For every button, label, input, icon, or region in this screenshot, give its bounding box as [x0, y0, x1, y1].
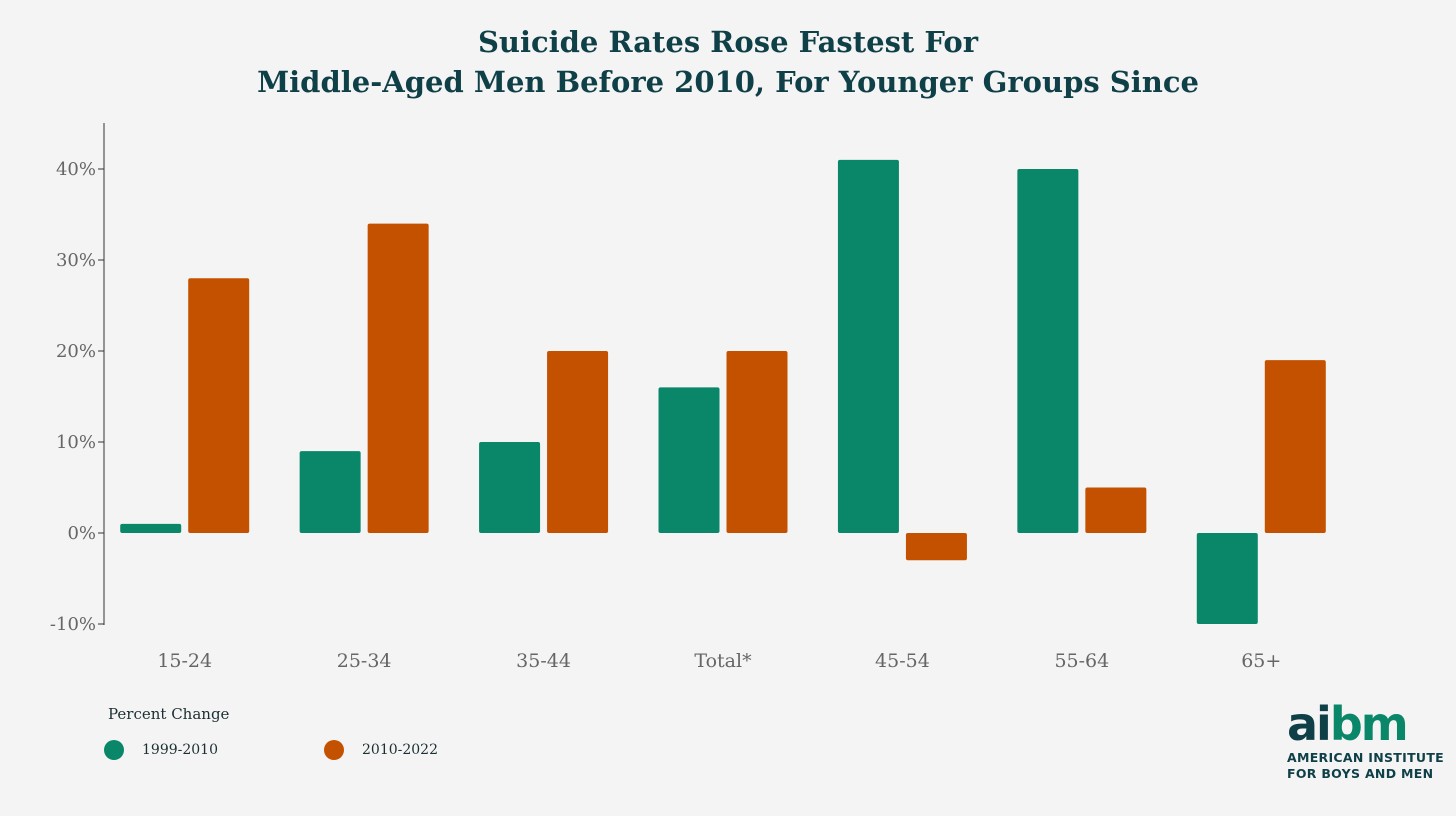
legend-title: Percent Change — [108, 705, 230, 723]
legend-item-1999-2010: 1999-2010 — [104, 738, 218, 762]
legend-label-2010-2022: 2010-2022 — [362, 742, 438, 758]
chart-title-line-2: Middle-Aged Men Before 2010, For Younger… — [257, 65, 1199, 99]
logo-org-line-2: FOR BOYS AND MEN — [1287, 766, 1434, 781]
bar-2010-2022-Total* — [726, 351, 788, 533]
bar-1999-2010-45-54 — [837, 159, 899, 533]
chart-title: Suicide Rates Rose Fastest For Middle-Ag… — [0, 22, 1456, 102]
bar-1999-2010-65+ — [1196, 533, 1258, 624]
x-tick-label: 25-34 — [337, 650, 392, 672]
y-tick-label: 10% — [56, 432, 96, 453]
logo-org-name: AMERICAN INSTITUTE FOR BOYS AND MEN — [1287, 750, 1452, 782]
y-tick-label: 30% — [56, 250, 96, 271]
y-tick-label: 40% — [56, 159, 96, 180]
y-tick-label: 20% — [56, 341, 96, 362]
bar-1999-2010-Total* — [658, 387, 720, 533]
aibm-logo: aibm AMERICAN INSTITUTE FOR BOYS AND MEN — [1287, 700, 1452, 782]
bar-2010-2022-45-54 — [905, 533, 967, 561]
x-tick-label: 15-24 — [157, 650, 212, 672]
chart-title-line-1: Suicide Rates Rose Fastest For — [477, 25, 979, 59]
bar-1999-2010-55-64 — [1017, 169, 1079, 533]
x-tick-label: Total* — [694, 650, 752, 672]
y-tick-label: 0% — [67, 523, 96, 544]
y-tick-label: -10% — [50, 614, 96, 635]
x-tick-label: 55-64 — [1054, 650, 1109, 672]
legend-swatch-2010-2022 — [324, 740, 344, 760]
bar-2010-2022-65+ — [1264, 360, 1326, 533]
bar-2010-2022-25-34 — [367, 223, 429, 533]
legend-label-1999-2010: 1999-2010 — [142, 742, 218, 758]
logo-mark-ai: ai — [1287, 697, 1332, 751]
legend-item-2010-2022: 2010-2022 — [324, 738, 438, 762]
legend-swatch-1999-2010 — [104, 740, 124, 760]
logo-mark-bm: bm — [1329, 697, 1409, 751]
bar-1999-2010-15-24 — [120, 523, 182, 533]
x-tick-label: 65+ — [1241, 650, 1281, 672]
bar-1999-2010-35-44 — [479, 442, 541, 533]
bar-1999-2010-25-34 — [299, 451, 361, 533]
x-tick-label: 35-44 — [516, 650, 571, 672]
logo-org-line-1: AMERICAN INSTITUTE — [1287, 750, 1445, 765]
bar-2010-2022-15-24 — [188, 278, 250, 533]
logo-mark: aibm — [1287, 700, 1452, 748]
x-tick-label: 45-54 — [875, 650, 930, 672]
bar-2010-2022-35-44 — [547, 351, 609, 533]
bar-2010-2022-55-64 — [1085, 487, 1147, 533]
